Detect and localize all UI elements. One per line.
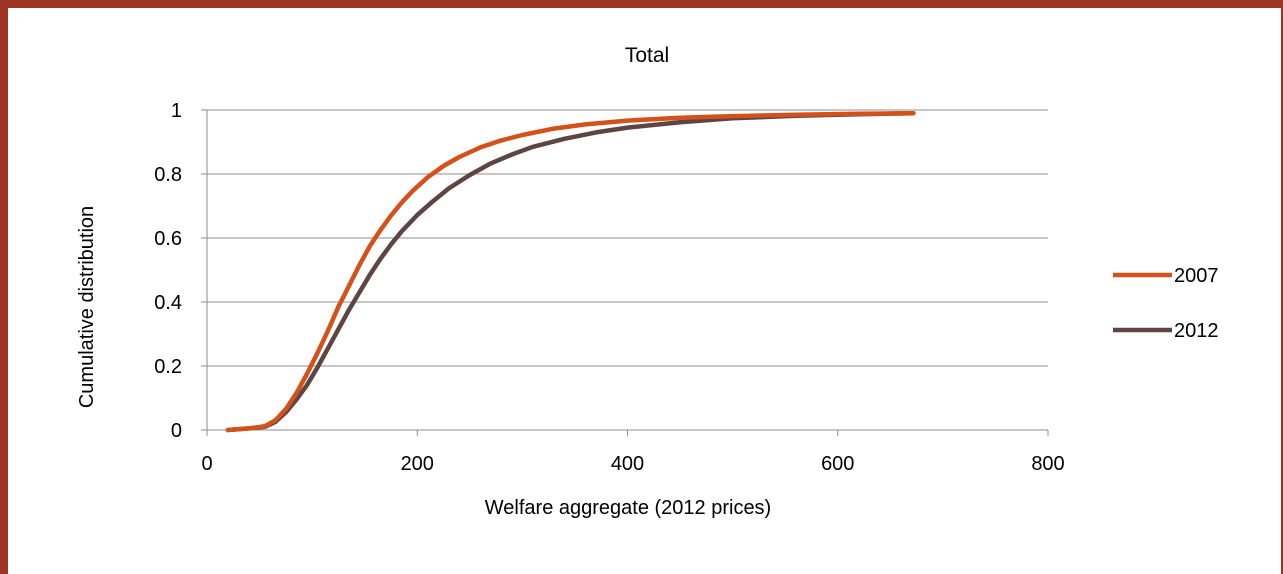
legend-label-2007: 2007 [1174,265,1219,287]
axes: 0 0.2 0.4 0.6 0.8 1 0 200 400 600 800 [154,100,1065,475]
gridlines [207,109,1048,367]
series-line-2007 [225,110,916,433]
x-tick-label: 200 [401,453,434,475]
y-tick-label: 0.4 [154,292,182,314]
x-tick-label: 400 [611,453,644,475]
y-tick-label: 0.8 [154,164,182,186]
series-lines [225,110,916,433]
y-tick-label: 0.6 [154,228,182,250]
x-tick-label: 600 [821,453,854,475]
x-tick-label: 0 [201,453,212,475]
legend-label-2012: 2012 [1174,320,1219,342]
chart-title: Total [625,44,669,67]
y-axis-title: Cumulative distribution [76,206,98,408]
series-line-2012 [225,110,916,433]
y-tick-label: 1 [171,100,182,122]
y-tick-label: 0 [171,420,182,442]
legend: 2007 2012 [1113,265,1219,342]
y-tick-label: 0.2 [154,356,182,378]
x-axis-title: Welfare aggregate (2012 prices) [485,497,771,519]
x-tick-label: 800 [1031,453,1064,475]
